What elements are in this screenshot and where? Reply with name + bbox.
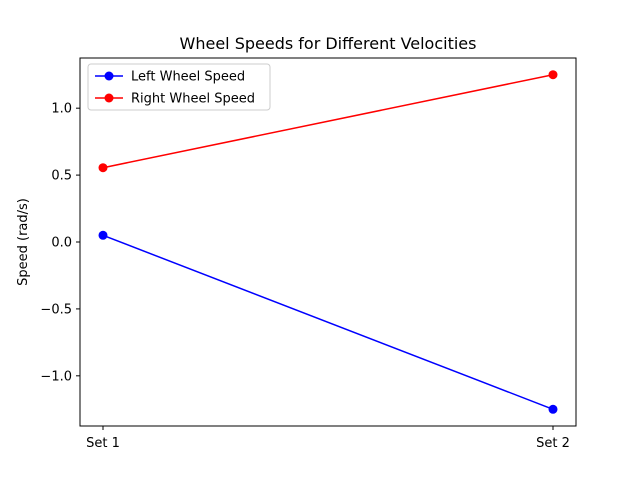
legend-marker <box>104 93 114 103</box>
data-point <box>98 163 108 173</box>
y-tick-label: 1.0 <box>51 102 72 117</box>
data-point <box>548 404 558 414</box>
y-tick-label: −0.5 <box>40 302 72 317</box>
series-line-2 <box>102 73 554 169</box>
y-axis: −1.0 −0.5 0.0 0.5 1.0 <box>40 102 80 384</box>
legend: Left Wheel Speed Right Wheel Speed <box>87 63 271 111</box>
data-point <box>548 70 558 80</box>
data-point <box>98 230 108 240</box>
x-tick-label: Set 2 <box>536 436 570 451</box>
plot-area: −1.0 −0.5 0.0 0.5 1.0 Set 1 Set 2 <box>40 57 577 451</box>
legend-marker <box>104 71 114 81</box>
y-tick-label: 0.0 <box>51 236 72 251</box>
series-layer <box>98 70 558 414</box>
legend-label: Right Wheel Speed <box>131 92 255 107</box>
legend-box <box>87 63 271 111</box>
y-tick-label: 0.5 <box>51 169 72 184</box>
legend-label: Left Wheel Speed <box>131 70 245 85</box>
y-axis-label: Speed (rad/s) <box>16 198 31 286</box>
chart-title: Wheel Speeds for Different Velocities <box>180 34 477 53</box>
x-axis: Set 1 Set 2 <box>86 426 570 451</box>
x-tick-label: Set 1 <box>86 436 120 451</box>
series-line-1 <box>102 234 554 410</box>
y-tick-label: −1.0 <box>40 369 72 384</box>
